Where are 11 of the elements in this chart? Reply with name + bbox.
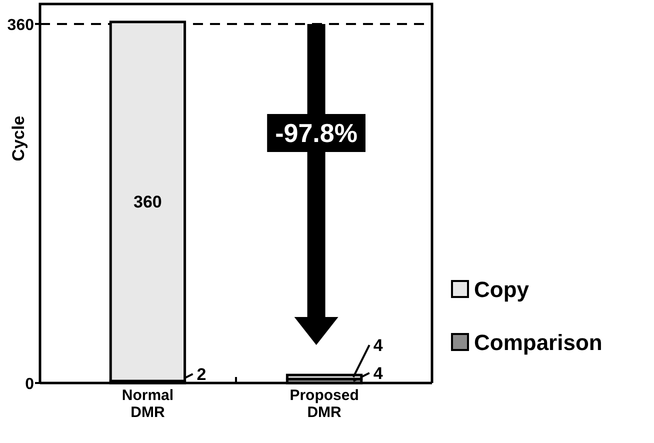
data-label: 4: [373, 336, 384, 356]
data-label: 2: [196, 365, 206, 384]
legend-label: Copy: [474, 277, 530, 302]
x-tick-label: Normal DMR: [122, 387, 174, 421]
legend-label: Comparison: [474, 330, 602, 355]
x-tick-label: Proposed DMR: [290, 387, 359, 421]
annotation: -97.8%: [275, 118, 358, 148]
y-axis-title: Cycle: [9, 116, 28, 162]
y-tick-label: 0: [25, 376, 34, 393]
data-label: 4: [373, 364, 384, 384]
data-label: 360: [134, 192, 162, 212]
